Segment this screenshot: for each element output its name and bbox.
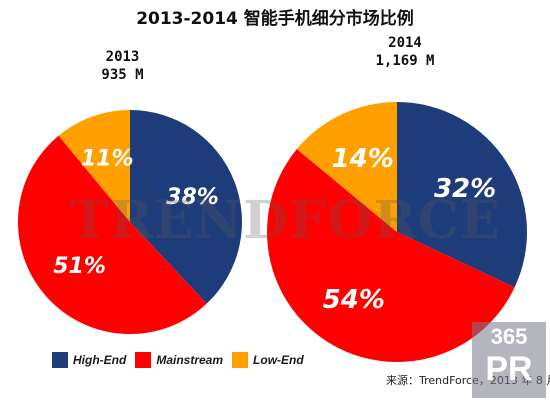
- pie-2013-label-low-end: 11%: [81, 146, 134, 171]
- pie-2013-slice-mainstream: [17, 135, 207, 335]
- legend-swatch-high-end: [52, 352, 68, 368]
- legend-swatch-low-end: [232, 352, 249, 368]
- legend-label-low-end: Low-End: [253, 353, 304, 367]
- pie-2013-label-mainstream: 51%: [53, 254, 106, 279]
- chart-title: 2013-2014 智能手机细分市场比例: [136, 9, 414, 29]
- legend-label-mainstream: Mainstream: [156, 353, 224, 367]
- pie-2014-year: 2014: [388, 35, 422, 51]
- pie-2014-label-mainstream: 54%: [323, 285, 385, 315]
- pie-2014-slice-mainstream: [267, 149, 515, 362]
- pie-2014-slice-low-end: [296, 102, 397, 232]
- pie-2013-total: 935 M: [101, 67, 144, 83]
- watermark-logo-top: 365: [490, 324, 528, 349]
- trendforce-watermark: TRENDFORCE: [70, 190, 501, 251]
- legend-swatch-mainstream: [135, 352, 152, 368]
- pie-2013-slice-high-end: [130, 110, 242, 304]
- legend-item-mainstream: Mainstream: [135, 352, 223, 368]
- pie-2013-year: 2013: [105, 49, 140, 65]
- legend: High-End Mainstream Low-End: [52, 350, 313, 370]
- pie-2014-label-low-end: 14%: [332, 144, 394, 174]
- legend-label-high-end: High-End: [73, 353, 127, 367]
- watermark-logo-bottom: PR: [485, 350, 533, 388]
- pie-2013-header: 2013 935 M: [75, 48, 170, 84]
- legend-item-high-end: High-End: [52, 352, 126, 368]
- legend-item-low-end: Low-End: [232, 352, 304, 368]
- pie-2014-total: 1,169 M: [375, 53, 435, 69]
- watermark-logo: 365 PR: [472, 322, 546, 398]
- pie-2014-header: 2014 1,169 M: [355, 34, 455, 70]
- pie-2014-label-high-end: 32%: [434, 174, 496, 204]
- pie-2013-slice-low-end: [58, 110, 130, 222]
- pie-2013-label-high-end: 38%: [166, 185, 219, 210]
- pie-2014-slice-high-end: [397, 102, 528, 288]
